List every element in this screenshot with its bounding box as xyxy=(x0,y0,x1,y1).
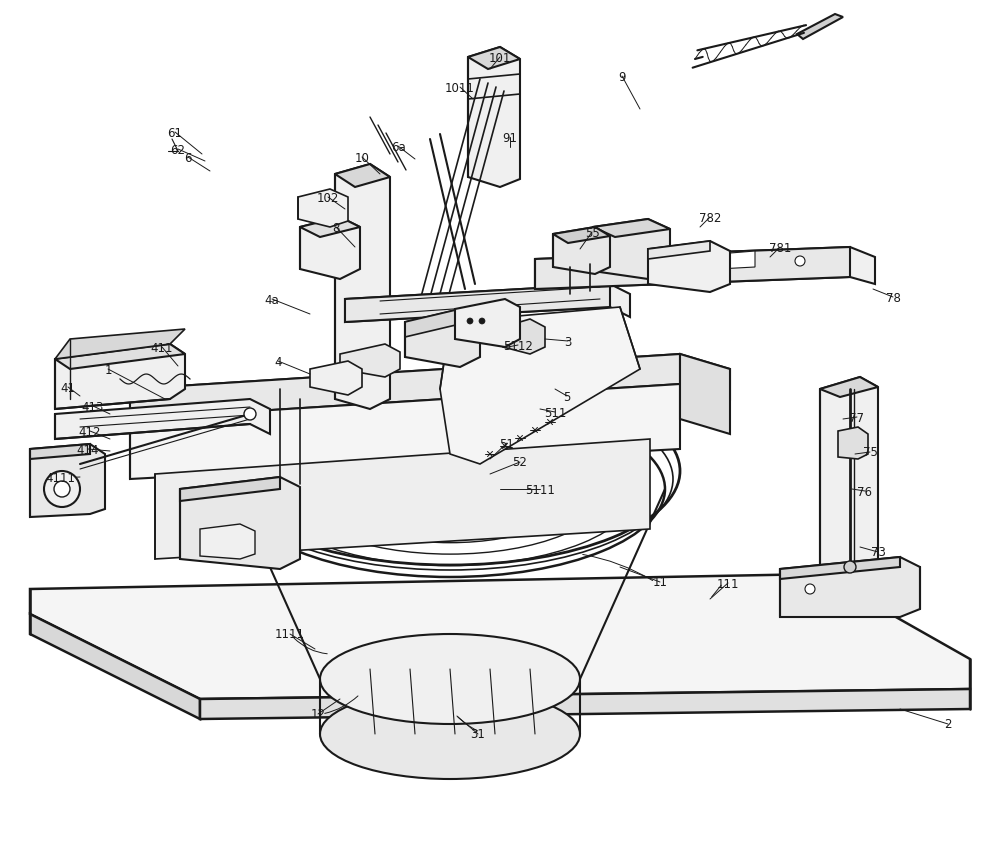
Circle shape xyxy=(44,472,80,507)
Polygon shape xyxy=(55,400,270,439)
Circle shape xyxy=(244,408,256,420)
Text: 6: 6 xyxy=(184,152,192,164)
Polygon shape xyxy=(300,218,360,238)
Text: 781: 781 xyxy=(769,241,791,254)
Polygon shape xyxy=(200,689,970,719)
Polygon shape xyxy=(55,330,185,360)
Polygon shape xyxy=(55,344,185,410)
Text: 411: 411 xyxy=(151,341,173,354)
Polygon shape xyxy=(405,310,460,338)
Text: 2: 2 xyxy=(944,718,952,731)
Polygon shape xyxy=(780,557,900,579)
Text: 414: 414 xyxy=(77,443,99,456)
Text: 78: 78 xyxy=(886,291,900,304)
Polygon shape xyxy=(535,248,850,289)
Ellipse shape xyxy=(320,689,580,779)
Polygon shape xyxy=(455,300,520,348)
Polygon shape xyxy=(593,220,670,238)
Polygon shape xyxy=(593,220,670,280)
Polygon shape xyxy=(130,355,680,419)
Polygon shape xyxy=(680,355,730,435)
Text: 4: 4 xyxy=(274,355,282,368)
Text: 77: 77 xyxy=(849,411,864,424)
Polygon shape xyxy=(30,444,90,460)
Polygon shape xyxy=(405,310,480,368)
Polygon shape xyxy=(648,242,710,260)
Polygon shape xyxy=(820,378,878,398)
Polygon shape xyxy=(718,251,755,269)
Text: 9: 9 xyxy=(618,71,626,84)
Polygon shape xyxy=(200,524,255,560)
Text: 73: 73 xyxy=(871,546,885,559)
Text: 5: 5 xyxy=(563,390,571,403)
Circle shape xyxy=(795,257,805,267)
Circle shape xyxy=(844,561,856,573)
Polygon shape xyxy=(468,48,520,188)
Text: 1011: 1011 xyxy=(445,82,475,95)
Polygon shape xyxy=(535,248,875,289)
Text: 41: 41 xyxy=(61,381,76,394)
Text: 10: 10 xyxy=(355,152,369,164)
Polygon shape xyxy=(345,285,610,323)
Circle shape xyxy=(805,585,815,594)
Text: 782: 782 xyxy=(699,211,721,224)
Polygon shape xyxy=(55,344,185,369)
Polygon shape xyxy=(345,285,630,323)
Text: 102: 102 xyxy=(317,191,339,204)
Text: 11: 11 xyxy=(652,576,668,589)
Ellipse shape xyxy=(320,635,580,724)
Polygon shape xyxy=(838,428,868,460)
Text: 8: 8 xyxy=(332,221,340,234)
Polygon shape xyxy=(30,614,200,719)
Polygon shape xyxy=(648,242,730,293)
Text: 101: 101 xyxy=(489,52,511,65)
Polygon shape xyxy=(30,574,970,699)
Text: 5111: 5111 xyxy=(525,483,555,496)
Polygon shape xyxy=(130,385,680,480)
Polygon shape xyxy=(298,189,348,228)
Polygon shape xyxy=(340,344,400,378)
Polygon shape xyxy=(180,478,280,501)
Text: 1: 1 xyxy=(104,363,112,376)
Polygon shape xyxy=(335,164,390,410)
Polygon shape xyxy=(553,228,610,275)
Polygon shape xyxy=(335,164,390,188)
Polygon shape xyxy=(440,307,640,464)
Circle shape xyxy=(467,319,473,325)
Text: 75: 75 xyxy=(863,446,877,459)
Text: 1111: 1111 xyxy=(275,628,305,641)
Polygon shape xyxy=(155,439,650,560)
Text: 91: 91 xyxy=(503,132,518,145)
Polygon shape xyxy=(820,378,878,589)
Text: 55: 55 xyxy=(585,226,599,239)
Polygon shape xyxy=(468,48,520,70)
Polygon shape xyxy=(180,478,300,569)
Text: 4a: 4a xyxy=(265,293,279,307)
Text: 412: 412 xyxy=(79,425,101,438)
Text: 61: 61 xyxy=(168,127,183,139)
Text: 4111: 4111 xyxy=(45,472,75,485)
Text: 413: 413 xyxy=(82,400,104,413)
Text: 511: 511 xyxy=(544,406,566,419)
Text: 62: 62 xyxy=(171,143,186,157)
Polygon shape xyxy=(310,362,362,395)
Polygon shape xyxy=(300,218,360,280)
Text: 76: 76 xyxy=(857,485,872,498)
Polygon shape xyxy=(553,228,610,244)
Circle shape xyxy=(479,319,485,325)
Text: 52: 52 xyxy=(513,456,527,469)
Text: 3: 3 xyxy=(564,335,572,348)
Text: 12: 12 xyxy=(311,708,326,721)
Text: 111: 111 xyxy=(717,577,739,590)
Text: 31: 31 xyxy=(471,728,485,740)
Circle shape xyxy=(54,481,70,498)
Polygon shape xyxy=(797,15,843,40)
Polygon shape xyxy=(780,557,920,617)
Polygon shape xyxy=(503,319,545,355)
Polygon shape xyxy=(130,355,730,419)
Text: 51: 51 xyxy=(500,437,514,450)
Text: 6a: 6a xyxy=(391,140,405,153)
Polygon shape xyxy=(30,444,105,517)
Text: 5112: 5112 xyxy=(503,339,533,352)
